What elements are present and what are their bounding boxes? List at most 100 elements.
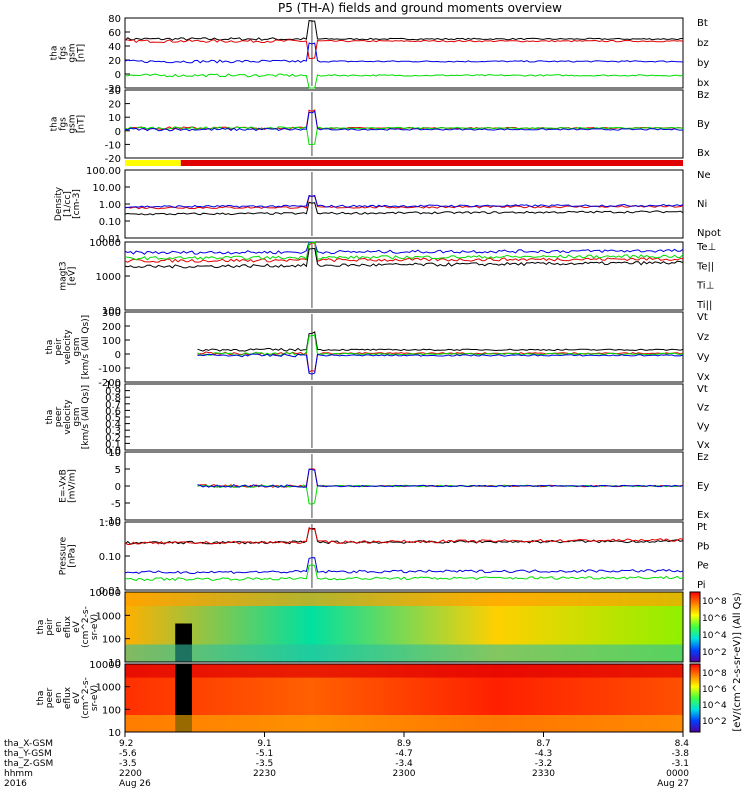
series-line-Ni-p2: [124, 201, 684, 216]
x-tick-label: -3.4: [395, 759, 413, 769]
y-tick-label: 10: [108, 658, 121, 669]
x-axis: tha_X-GSMtha_Y-GSMtha_Z-GSMhhmm20169.2-5…: [4, 732, 689, 789]
y-axis-label: peir: [45, 618, 55, 636]
legend-Vt: Vt: [697, 384, 708, 395]
y-axis-label: [nT]: [77, 115, 87, 133]
y-tick-label: 0.3: [105, 426, 121, 437]
x-tick-label: 0000: [666, 769, 689, 779]
panel-density: 100.00 10.00 1.00 0.10 0.01 Density [1/cc] [cm-…: [54, 166, 721, 245]
y-tick-label: 10: [108, 448, 121, 459]
x-tick-label: 2200: [119, 769, 142, 779]
y-tick-label: 0: [115, 127, 121, 138]
y-tick-label: 0.9: [105, 387, 121, 398]
y-tick-label: 0.7: [105, 400, 121, 411]
series-line-Bt-p0: [124, 19, 684, 41]
x-tick-label: -3.8: [671, 749, 689, 759]
legend-Te: Te⊥: [696, 242, 716, 253]
y-axis-label: velocity: [63, 329, 73, 365]
colorbar-tick-label: 10^6: [702, 614, 727, 624]
legend-By: By: [697, 119, 710, 130]
heatmap-low-band: [125, 644, 683, 662]
x-tick-label: 9.2: [119, 739, 133, 749]
y-axis-label: E=-VxB: [59, 469, 69, 503]
y-tick-label: 0.5: [105, 413, 121, 424]
x-axis-row-label: hhmm: [4, 769, 33, 779]
series-line-Pb-p7: [124, 526, 684, 545]
figure-title: P5 (TH-A) fields and ground moments over…: [278, 1, 562, 15]
y-tick-label: 0.4: [105, 420, 121, 431]
y-axis-label: en: [54, 692, 64, 703]
panel-frame-peir_velocity: [124, 311, 684, 383]
y-tick-label: 200: [102, 322, 121, 333]
series-line-by-p0: [124, 42, 684, 64]
y-axis-label: [mV/m]: [68, 469, 78, 503]
series-line-Vx-p4: [197, 353, 684, 375]
series-line-Ex-p6: [197, 468, 684, 488]
y-tick-label: 100.00: [86, 166, 121, 177]
x-tick-label: 2300: [393, 769, 416, 779]
y-axis-label: gsm: [72, 337, 82, 356]
legend-Ti: Ti||: [696, 300, 712, 311]
y-tick-label: 0.2: [105, 433, 121, 444]
y-tick-label: 0: [115, 350, 121, 361]
legend-Vy: Vy: [697, 352, 710, 363]
y-tick-label: 40: [108, 42, 121, 53]
y-tick-label: 10: [108, 728, 121, 739]
y-tick-label: 1.00: [99, 200, 121, 211]
y-axis-label: Pressure: [59, 536, 69, 575]
y-tick-label: -5: [111, 499, 121, 510]
y-tick-label: 0.01: [99, 234, 121, 245]
y-axis-label: tha: [50, 117, 60, 132]
y-tick-label: 0.8: [105, 393, 121, 404]
colorbar-label: [eV/(cm^2-s-sr-eV)] (All Qs): [732, 592, 743, 731]
series-line-Ne-p2: [124, 195, 684, 210]
colorbar-tick-label: 10^4: [702, 631, 727, 641]
x-tick-label: -4.3: [535, 749, 553, 759]
y-axis-label: eV: [72, 620, 82, 633]
panel-peir_eflux: 10000 1000 100 10 tha peir en eflux eV (cm^2-s-sr…: [36, 588, 684, 669]
series-line-Ey-p6: [197, 484, 684, 505]
y-axis-label: [eV]: [68, 267, 78, 286]
y-tick-label: 5: [115, 465, 121, 476]
y-tick-label: 80: [108, 14, 121, 25]
mode-bar-fast: [180, 160, 684, 166]
y-axis-label: (cm^2-s-: [81, 677, 91, 719]
legend-Vz: Vz: [697, 403, 709, 414]
y-axis-label: [nT]: [77, 44, 87, 62]
y-axis-label: [1/cc]: [63, 191, 73, 217]
y-tick-label: 1.0: [105, 380, 121, 391]
series-line-Pt-p7: [124, 527, 684, 545]
y-axis-label: sr-eV): [90, 614, 100, 640]
y-tick-label: -20: [105, 84, 121, 95]
x-axis-row-label: 2016: [4, 779, 27, 789]
y-axis-label: sr-eV): [90, 685, 100, 711]
x-tick-label: 8.9: [397, 739, 412, 749]
y-axis-label: [km/s (All Qs)]: [81, 315, 91, 379]
y-axis-label: Density: [54, 186, 64, 221]
x-tick-label: 8.4: [675, 739, 690, 749]
y-tick-label: 10000: [89, 588, 121, 599]
y-axis-label: peer: [54, 406, 64, 427]
y-tick-label: -100: [98, 364, 121, 375]
y-tick-label: 30: [108, 86, 121, 97]
legend-Ex: Ex: [697, 510, 709, 521]
y-tick-label: 10: [108, 113, 121, 124]
panel-pressure: 1.00 0.10 0.01 Pressure [nPa] Pt Pb Pe Pi: [59, 518, 710, 597]
y-axis-label: fgs: [59, 117, 69, 131]
y-axis-label: eV: [72, 691, 82, 704]
y-tick-label: 0: [115, 482, 121, 493]
y-tick-label: 10.00: [92, 183, 121, 194]
legend-Ez: Ez: [697, 452, 709, 463]
x-axis-row-label: tha_X-GSM: [4, 739, 53, 749]
legend-Vy: Vy: [697, 421, 710, 432]
y-axis-label: [km/s (All Qs)]: [81, 385, 91, 449]
panel-frame-fgs_gsm: [124, 17, 684, 89]
heatmap-band: [125, 592, 683, 606]
legend-bx: bx: [697, 78, 709, 89]
y-tick-label: -10: [105, 516, 121, 527]
series-line-Bz-p1: [124, 109, 684, 130]
y-axis-label: (cm^2-s-: [81, 606, 91, 648]
y-axis-label: tha: [50, 46, 60, 61]
y-tick-label: 0.0: [105, 446, 121, 457]
